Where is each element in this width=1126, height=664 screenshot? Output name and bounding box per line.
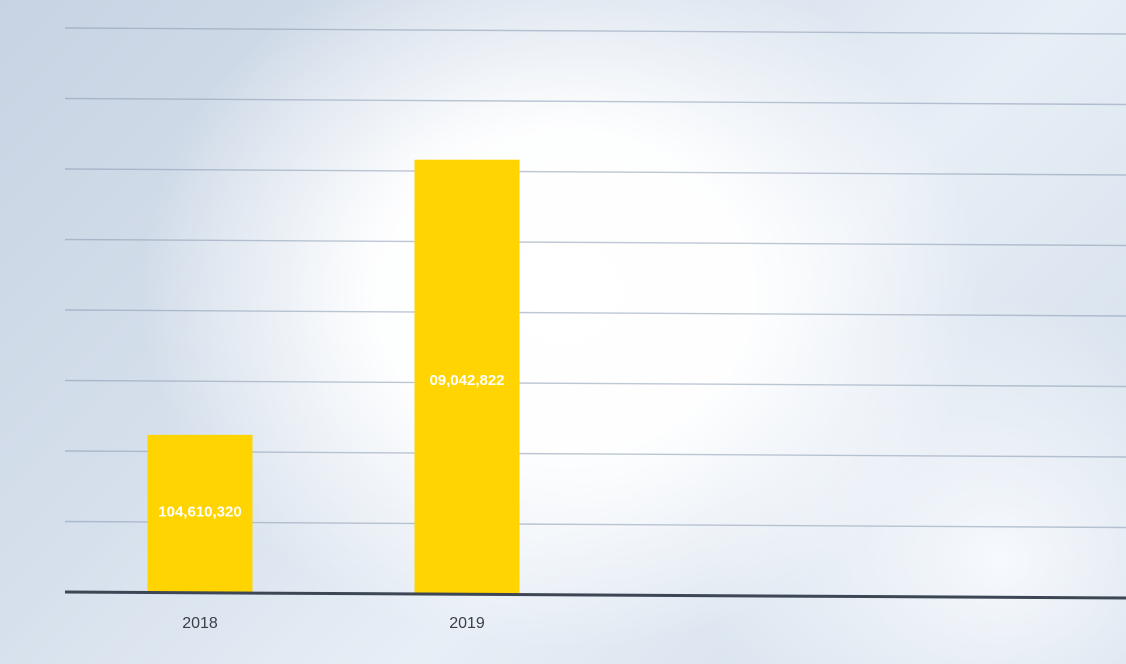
data-labels: 104,610,320 09,042,822: [158, 372, 504, 520]
data-label-2018: 104,610,320: [158, 503, 241, 520]
gridline: [64, 379, 1126, 388]
bar-2018: [147, 434, 253, 592]
data-label-2019: 09,042,822: [429, 372, 504, 389]
gridline: [64, 27, 1126, 35]
x-tick-labels: 2018 2019: [182, 615, 485, 632]
x-tick-2018: 2018: [182, 615, 218, 632]
x-axis-baseline: [64, 590, 1126, 600]
bar-2019: [414, 159, 520, 594]
gridline: [64, 309, 1126, 317]
gridline: [64, 238, 1126, 247]
gridline: [64, 168, 1126, 176]
gridline: [64, 97, 1126, 106]
x-tick-2019: 2019: [449, 615, 485, 632]
bars: [147, 159, 520, 594]
